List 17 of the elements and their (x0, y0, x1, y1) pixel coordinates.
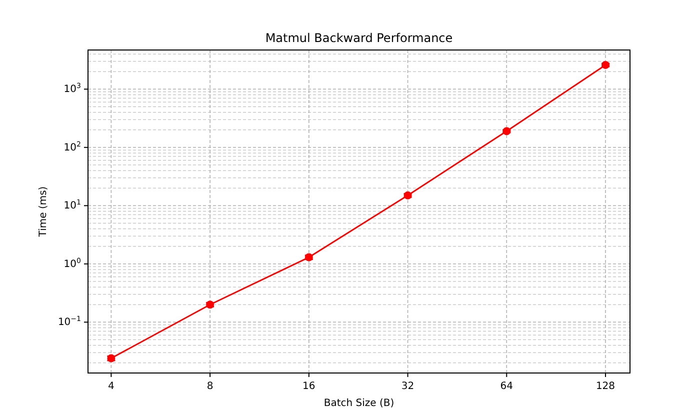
y-tick-label: 10$^{−1}$ (58, 315, 81, 328)
x-axis-title: Batch Size (B) (324, 398, 394, 409)
y-tick-label: 10$^{0}$ (64, 256, 81, 270)
chart-title: Matmul Backward Performance (265, 31, 453, 45)
x-tick-label: 8 (206, 381, 214, 392)
y-tick-label: 10$^{1}$ (64, 198, 81, 212)
x-tick-label: 128 (596, 381, 616, 392)
point (601, 60, 610, 69)
point (502, 127, 511, 136)
point (404, 191, 412, 200)
x-tick-label: 4 (108, 381, 114, 392)
x-tick-label: 16 (302, 381, 316, 392)
y-tick-label: 10$^{3}$ (64, 82, 81, 96)
y-tick-label: 10$^{2}$ (64, 140, 81, 154)
x-tick-label: 32 (401, 381, 414, 392)
y-axis-title: Time (ms) (38, 186, 49, 238)
x-tick-label: 64 (500, 381, 513, 392)
